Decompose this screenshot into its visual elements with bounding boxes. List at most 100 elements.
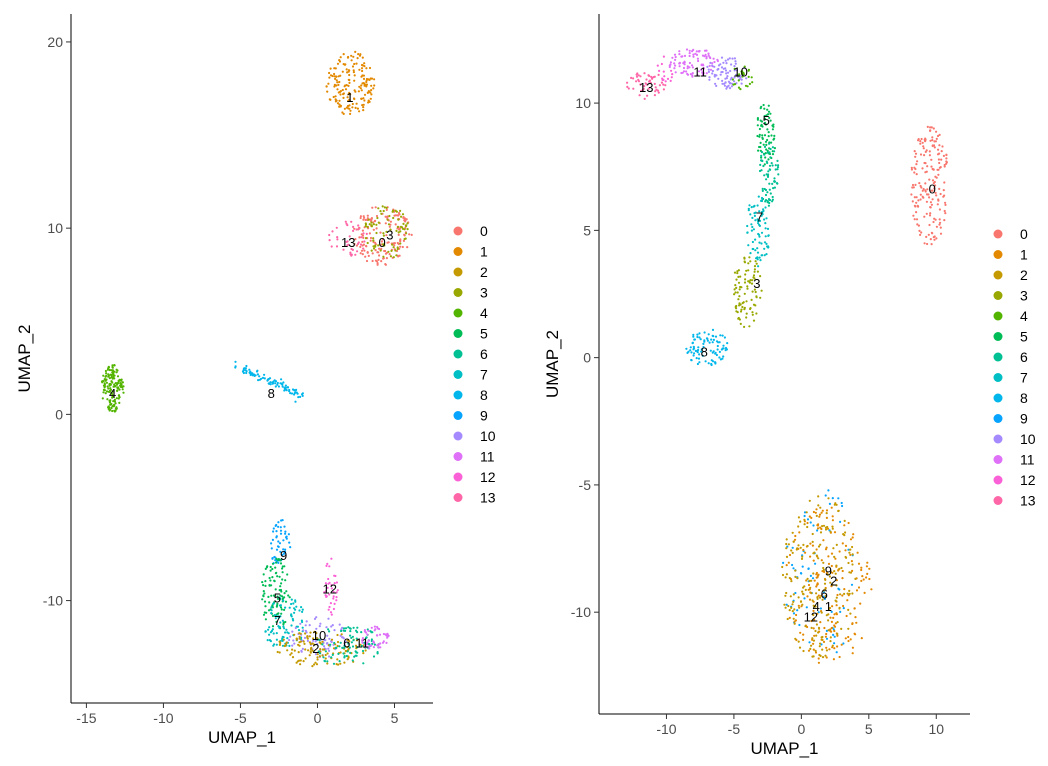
- point-cluster-8: [693, 338, 697, 341]
- point-cluster-6: [355, 637, 358, 640]
- point-cluster-1: [353, 74, 356, 77]
- point-cluster-1: [362, 109, 365, 112]
- point-cluster-1: [813, 634, 816, 637]
- point-cluster-1: [870, 588, 873, 591]
- legend-label-9: 9: [480, 408, 488, 424]
- point-cluster-2: [806, 544, 809, 548]
- point-cluster-2: [792, 593, 795, 596]
- point-cluster-2: [304, 657, 307, 660]
- point-cluster-2: [834, 599, 837, 602]
- point-cluster-0: [945, 157, 948, 160]
- point-cluster-12: [326, 586, 329, 590]
- point-cluster-3: [751, 290, 754, 293]
- point-cluster-2: [784, 594, 787, 597]
- point-cluster-3: [396, 225, 399, 228]
- point-cluster-2: [817, 631, 820, 634]
- point-cluster-0: [932, 220, 935, 224]
- point-cluster-2: [312, 637, 315, 640]
- point-cluster-3: [395, 254, 398, 257]
- point-cluster-2: [819, 642, 822, 645]
- point-cluster-2: [316, 653, 319, 656]
- point-cluster-11: [708, 64, 711, 67]
- point-cluster-3: [751, 279, 754, 282]
- point-cluster-0: [396, 214, 399, 217]
- point-cluster-2: [790, 580, 793, 583]
- point-cluster-7: [281, 644, 285, 647]
- point-cluster-0: [943, 194, 946, 197]
- point-cluster-1: [325, 85, 328, 88]
- point-cluster-8: [284, 386, 287, 389]
- point-cluster-3: [740, 286, 743, 289]
- point-cluster-0: [923, 154, 926, 157]
- point-cluster-5: [268, 584, 271, 587]
- point-cluster-0: [943, 209, 946, 213]
- cluster-label-11: 11: [355, 635, 369, 650]
- point-cluster-0: [919, 140, 922, 143]
- point-cluster-0: [378, 254, 381, 257]
- point-cluster-11: [361, 641, 364, 644]
- point-cluster-3: [366, 225, 369, 229]
- point-cluster-2: [802, 649, 805, 653]
- point-cluster-8: [253, 374, 256, 377]
- point-cluster-3: [385, 206, 388, 209]
- point-cluster-13: [330, 245, 333, 248]
- point-cluster-3: [382, 255, 385, 258]
- point-cluster-2: [781, 565, 784, 569]
- x-tick-label: 10: [928, 721, 944, 737]
- point-cluster-11: [671, 56, 674, 59]
- point-cluster-0: [935, 194, 938, 197]
- point-cluster-2: [851, 592, 854, 595]
- point-cluster-2: [817, 557, 820, 560]
- point-cluster-0: [930, 158, 933, 161]
- point-cluster-2: [839, 593, 842, 596]
- point-cluster-11: [673, 53, 677, 56]
- point-cluster-0: [910, 166, 913, 169]
- point-cluster-1: [356, 57, 359, 60]
- point-cluster-3: [375, 231, 378, 235]
- point-cluster-6: [340, 629, 343, 633]
- point-cluster-3: [755, 312, 758, 315]
- point-cluster-9: [794, 591, 797, 595]
- point-cluster-4: [106, 385, 109, 388]
- point-cluster-3: [740, 308, 743, 311]
- cluster-label-10: 10: [733, 65, 747, 80]
- point-cluster-0: [943, 219, 946, 222]
- point-cluster-5: [766, 128, 769, 131]
- point-cluster-2: [801, 555, 804, 558]
- point-cluster-2: [308, 641, 311, 644]
- point-cluster-1: [847, 521, 850, 525]
- point-cluster-5: [763, 107, 766, 110]
- point-cluster-7: [268, 639, 271, 642]
- point-cluster-1: [845, 614, 848, 618]
- point-cluster-0: [932, 182, 935, 185]
- point-cluster-2: [838, 567, 841, 571]
- point-cluster-2: [805, 511, 808, 514]
- point-cluster-5: [757, 149, 760, 152]
- point-cluster-10: [313, 617, 317, 621]
- point-cluster-2: [318, 655, 321, 658]
- point-cluster-5: [279, 585, 282, 588]
- point-cluster-5: [268, 601, 271, 604]
- point-cluster-4: [731, 78, 735, 81]
- point-cluster-4: [102, 380, 105, 383]
- point-cluster-2: [816, 597, 819, 601]
- point-cluster-4: [109, 399, 112, 402]
- point-cluster-2: [835, 596, 838, 599]
- point-cluster-8: [698, 336, 701, 339]
- point-cluster-4: [117, 394, 121, 397]
- point-cluster-10: [733, 57, 737, 60]
- point-cluster-10: [331, 624, 334, 627]
- point-cluster-6: [759, 163, 762, 166]
- point-cluster-2: [299, 663, 302, 666]
- point-cluster-13: [635, 75, 639, 78]
- point-cluster-7: [763, 247, 766, 250]
- point-cluster-13: [635, 73, 638, 76]
- legend-key-5: [993, 332, 1003, 341]
- point-cluster-7: [755, 257, 758, 260]
- point-cluster-7: [764, 222, 767, 225]
- point-cluster-3: [386, 218, 389, 221]
- point-cluster-5: [280, 608, 283, 611]
- point-cluster-13: [352, 225, 355, 228]
- cluster-label-11: 11: [693, 65, 707, 80]
- point-cluster-8: [282, 381, 285, 384]
